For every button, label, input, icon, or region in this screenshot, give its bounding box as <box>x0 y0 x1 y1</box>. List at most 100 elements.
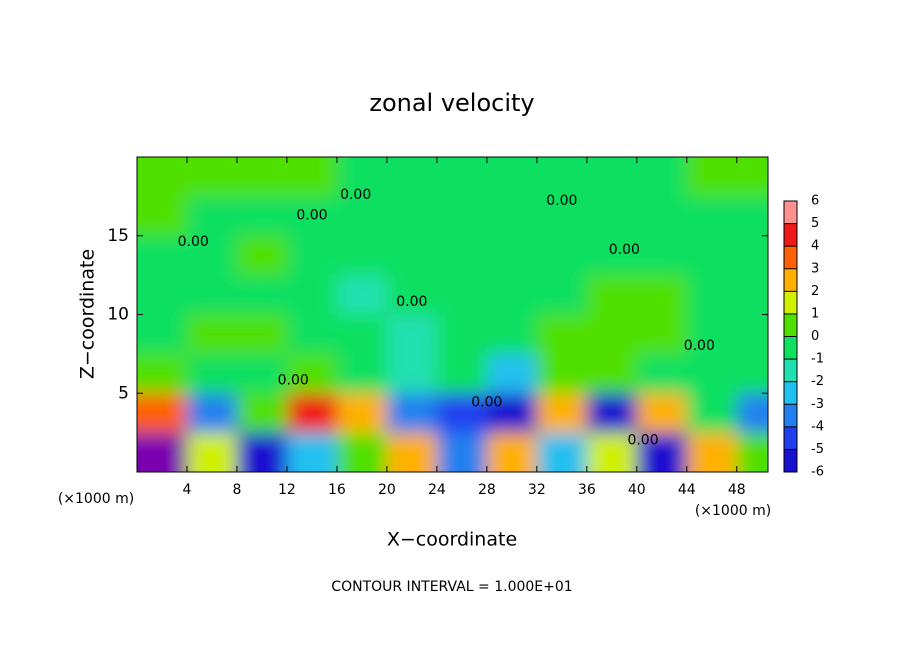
cell <box>186 157 237 197</box>
cell <box>686 196 737 236</box>
cell <box>736 393 768 433</box>
cell <box>236 353 287 394</box>
cell <box>586 157 637 197</box>
colorbar-tick-label: -4 <box>811 419 824 434</box>
cell <box>137 275 187 315</box>
cell <box>436 157 487 197</box>
x-tick-label: 24 <box>428 482 446 498</box>
colorbar-tick-label: 0 <box>811 329 819 344</box>
cell <box>186 314 237 354</box>
cell <box>336 393 387 433</box>
cell <box>137 314 187 354</box>
cell <box>686 393 737 433</box>
colorbar-tick-label: 3 <box>811 261 819 276</box>
cell <box>486 235 537 276</box>
contour-label: 0.00 <box>609 242 640 258</box>
cell <box>336 314 387 354</box>
contour-label: 0.00 <box>340 187 371 203</box>
colorbar-tick-label: 6 <box>811 194 819 209</box>
cell <box>286 353 337 394</box>
cell <box>386 275 437 315</box>
cell <box>736 353 768 394</box>
cell <box>436 275 487 315</box>
cell <box>686 432 737 472</box>
cell <box>236 432 287 472</box>
cell <box>286 275 337 315</box>
cell <box>536 393 587 433</box>
cell <box>586 432 637 472</box>
y-tick-label: 15 <box>107 226 129 246</box>
cell <box>486 432 537 472</box>
cell <box>486 157 537 197</box>
y-axis-label: Z−coordinate <box>77 249 99 379</box>
cell <box>636 393 687 433</box>
cell <box>186 196 237 236</box>
overlay: 4 8 12 16 20 24 28 32 36 40 44 48510150.000.000.000… <box>107 156 824 498</box>
contour-label: 0.00 <box>471 395 502 411</box>
cell <box>386 432 437 472</box>
cell <box>286 432 337 472</box>
colorbar-band <box>784 313 797 337</box>
colorbar-band <box>784 291 797 314</box>
cell <box>186 275 237 315</box>
cell <box>436 393 487 433</box>
cell <box>486 314 537 354</box>
x-tick-label: 36 <box>578 482 596 498</box>
colorbar-band <box>784 201 797 224</box>
x-tick-label: 40 <box>628 482 646 498</box>
cell <box>336 432 387 472</box>
contour-label: 0.00 <box>278 373 309 389</box>
cell <box>286 157 337 197</box>
cell <box>186 235 237 276</box>
colorbar-band <box>784 223 797 247</box>
colorbar-band <box>784 268 797 292</box>
cell <box>186 393 237 433</box>
cell <box>586 314 637 354</box>
cell <box>386 353 437 394</box>
colorbar-tick-label: 5 <box>811 216 819 231</box>
colorbar-band <box>784 336 797 360</box>
cell <box>436 353 487 394</box>
colorbar-band <box>784 381 797 405</box>
cell <box>536 353 587 394</box>
y-tick-label: 10 <box>107 305 129 325</box>
cell <box>736 314 768 354</box>
contour-label: 0.00 <box>396 294 427 310</box>
contour-label: 0.00 <box>627 433 658 449</box>
cell <box>286 235 337 276</box>
cell <box>636 353 687 394</box>
cell <box>236 314 287 354</box>
cell <box>137 235 187 276</box>
field <box>137 157 768 472</box>
cell <box>536 275 587 315</box>
cell <box>286 393 337 433</box>
cells <box>137 157 768 472</box>
cell <box>586 235 637 276</box>
cell <box>336 353 387 394</box>
cell <box>137 157 187 197</box>
colorbar-band <box>784 426 797 450</box>
cell <box>137 393 187 433</box>
cell <box>486 393 537 433</box>
cell <box>636 196 687 236</box>
x-tick-label: 20 <box>378 482 396 498</box>
colorbar-tick-label: 1 <box>811 306 819 321</box>
cell <box>636 235 687 276</box>
x-unit: (×1000 m) <box>695 503 771 519</box>
cell <box>336 235 387 276</box>
x-tick-label: 28 <box>478 482 496 498</box>
cell <box>236 393 287 433</box>
colorbar-tick-label: -5 <box>811 442 824 457</box>
cell <box>486 353 537 394</box>
contour-label: 0.00 <box>296 207 327 223</box>
cell <box>436 432 487 472</box>
cell <box>686 157 737 197</box>
colorbar-tick-label: -6 <box>811 465 824 480</box>
colorbar-tick-label: -3 <box>811 397 824 412</box>
cell <box>636 314 687 354</box>
cell <box>736 275 768 315</box>
contour-label: 0.00 <box>546 193 577 209</box>
cell <box>686 275 737 315</box>
cell <box>436 314 487 354</box>
cell <box>137 196 187 236</box>
